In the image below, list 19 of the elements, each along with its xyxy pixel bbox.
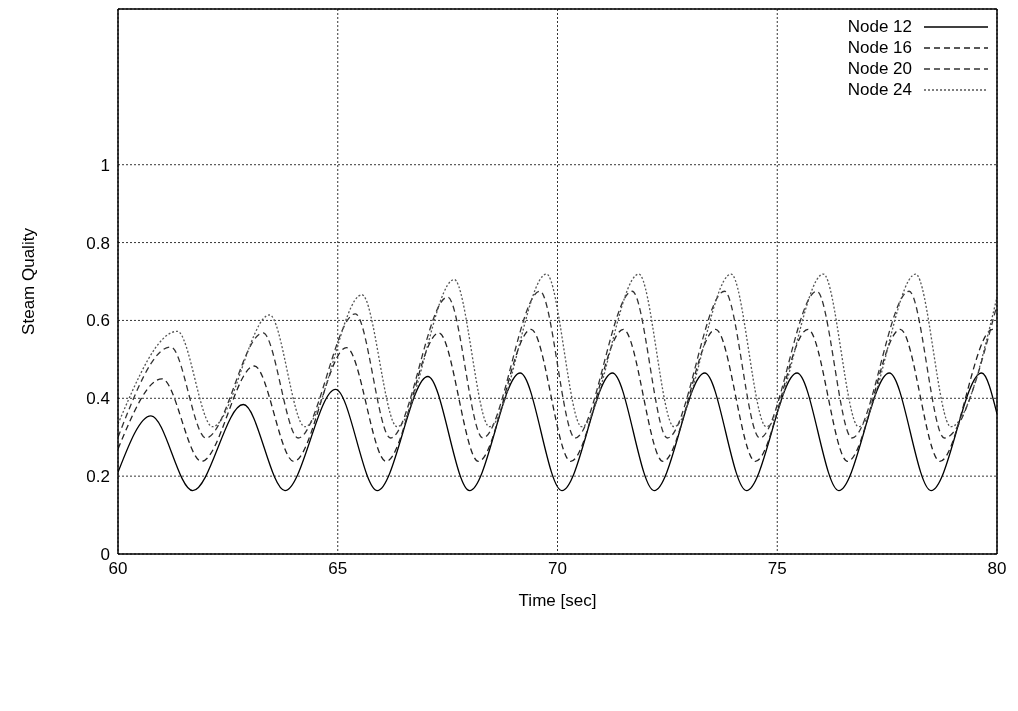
y-axis-title: Steam Quality (19, 227, 39, 335)
legend-label: Node 24 (847, 79, 912, 100)
legend-label: Node 20 (847, 58, 912, 79)
x-tick-label: 65 (328, 559, 348, 579)
y-tick-label: 0.6 (86, 311, 110, 331)
x-tick-label: 80 (987, 559, 1007, 579)
y-tick-label: 1 (100, 155, 110, 175)
x-tick-label: 75 (767, 559, 787, 579)
y-tick-label: 0.2 (86, 467, 110, 487)
legend-label: Node 12 (847, 16, 912, 37)
line-series (118, 273, 997, 428)
x-tick-label: 70 (548, 559, 567, 579)
y-tick-label: 0.8 (86, 233, 110, 253)
x-tick-label: 60 (108, 559, 128, 579)
y-tick-label: 0.4 (86, 389, 110, 409)
line-series (118, 290, 997, 439)
legend-label: Node 16 (847, 37, 912, 58)
x-axis-title: Time [sec] (518, 591, 597, 610)
y-tick-label: 0 (100, 545, 110, 565)
